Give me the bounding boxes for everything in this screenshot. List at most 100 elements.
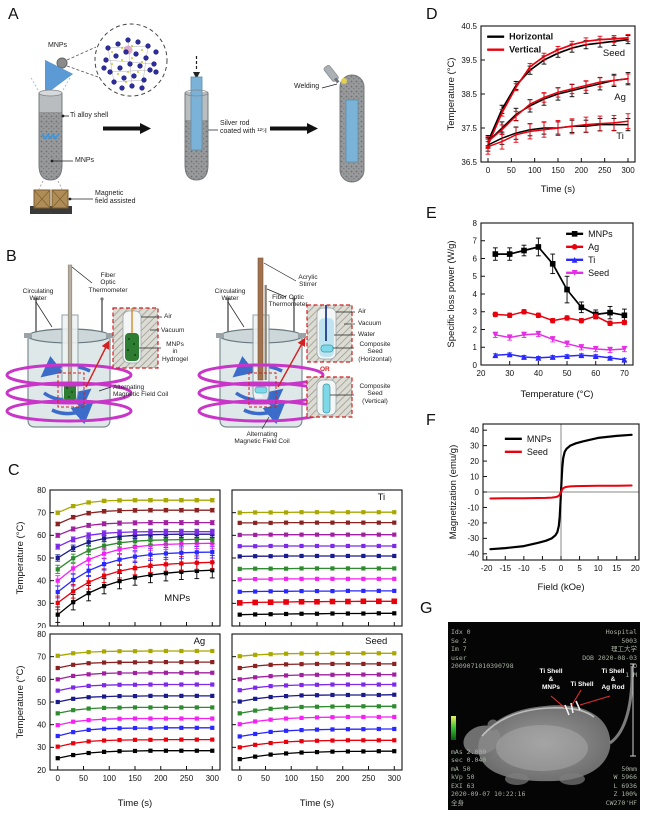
svg-text:30: 30 bbox=[37, 743, 46, 752]
panel-g-letter: G bbox=[420, 600, 433, 617]
svg-text:0: 0 bbox=[238, 774, 243, 783]
label-fiber-thermometer-left: Fiber Optic Thermometer bbox=[88, 272, 128, 294]
label-air-right: Air bbox=[358, 308, 366, 315]
label-seed-horizontal: Composite Seed (Horizontal) bbox=[358, 341, 392, 363]
label-vacuum-left: Vacuum bbox=[161, 327, 185, 334]
inset-seed-vertical bbox=[306, 376, 354, 418]
xray-annotation-ti-shell: Ti Shell bbox=[570, 681, 594, 688]
flow-arrow-icon bbox=[103, 123, 151, 134]
svg-text:4: 4 bbox=[473, 290, 478, 299]
svg-text:-20: -20 bbox=[467, 519, 479, 528]
svg-text:60: 60 bbox=[37, 531, 46, 540]
calorimeter-right bbox=[197, 257, 355, 430]
label-or: OR bbox=[320, 366, 330, 373]
label-coil-left: Alternating Magnetic Field Coil bbox=[113, 384, 169, 399]
implant-marks bbox=[564, 700, 581, 716]
svg-text:10: 10 bbox=[470, 472, 479, 481]
svg-text:300: 300 bbox=[206, 774, 220, 783]
label-acrylic-stirrer: Acrylic Stirrer bbox=[298, 274, 318, 289]
xray-overlay-top-left: Idx 0 Se 2 Im 7 user 2009071010390798 bbox=[451, 628, 514, 670]
label-magnet: Magnetic field assisted bbox=[95, 190, 136, 206]
svg-text:MNPs: MNPs bbox=[588, 229, 613, 239]
svg-text:100: 100 bbox=[528, 166, 542, 175]
xray-annotation-ti-mnps: Ti Shell & MNPs bbox=[539, 668, 563, 691]
label-water-right: Water bbox=[358, 331, 376, 338]
thermometer-rod bbox=[264, 285, 267, 380]
svg-text:8: 8 bbox=[473, 219, 478, 228]
svg-text:20: 20 bbox=[37, 766, 46, 775]
label-silver-rod: Silver rod coated with ¹²⁵I bbox=[220, 120, 267, 136]
svg-text:0: 0 bbox=[56, 774, 61, 783]
svg-text:Field (kOe): Field (kOe) bbox=[538, 582, 585, 593]
svg-text:1: 1 bbox=[473, 343, 478, 352]
mouse-silhouette bbox=[463, 665, 634, 785]
svg-text:20: 20 bbox=[631, 564, 640, 573]
svg-text:Seed: Seed bbox=[365, 636, 387, 647]
svg-text:50: 50 bbox=[37, 554, 46, 563]
panel-a-schematic bbox=[29, 23, 365, 214]
svg-text:80: 80 bbox=[37, 486, 46, 495]
svg-text:70: 70 bbox=[37, 652, 46, 661]
panel-d-letter: D bbox=[426, 6, 438, 23]
label-ti-alloy-shell: Ti alloy shell bbox=[70, 112, 109, 119]
label-seed-vertical: Composite Seed (Vertical) bbox=[359, 383, 391, 405]
chart-heating-seed: 0 50 100 150 200 250 300 Seed Time (s) bbox=[226, 628, 412, 814]
svg-text:70: 70 bbox=[620, 369, 629, 378]
welding-torch-icon bbox=[323, 64, 340, 84]
label-circulating-water-left: Circulating Water bbox=[22, 288, 54, 303]
svg-text:37.5: 37.5 bbox=[461, 124, 477, 133]
svg-text:20: 20 bbox=[477, 369, 486, 378]
field-chevrons-icon bbox=[41, 133, 60, 140]
svg-text:6: 6 bbox=[473, 254, 478, 263]
svg-text:5: 5 bbox=[577, 564, 582, 573]
mouse-tail bbox=[609, 665, 634, 745]
svg-text:Ti: Ti bbox=[378, 492, 386, 503]
svg-text:20: 20 bbox=[470, 457, 479, 466]
thermometer-rod bbox=[67, 264, 73, 386]
svg-text:Time (s): Time (s) bbox=[118, 798, 152, 809]
label-coil-right: Alternating Magnetic Field Coil bbox=[234, 431, 290, 446]
svg-text:Ag: Ag bbox=[194, 636, 206, 647]
xray-overlay-bottom-left: mAs 2.000 sec 0.040 mA 50 kVp 50 EXI 63 2020-… bbox=[451, 747, 526, 807]
svg-text:50: 50 bbox=[563, 369, 572, 378]
svg-text:Seed: Seed bbox=[603, 48, 625, 59]
svg-text:7: 7 bbox=[473, 237, 478, 246]
chart-hysteresis: -20 -15 -10 -5 0 5 10 15 20 -40 -30 -20 -10 0 10 20 30 40… bbox=[437, 416, 647, 601]
welded-capsule bbox=[323, 64, 365, 183]
splash-lines bbox=[29, 75, 72, 91]
inset-seed-horizontal bbox=[306, 304, 355, 363]
svg-text:38.5: 38.5 bbox=[461, 90, 477, 99]
panel-f-letter: F bbox=[426, 412, 436, 429]
svg-text:Temperature (°C): Temperature (°C) bbox=[15, 666, 26, 739]
svg-text:Time (s): Time (s) bbox=[541, 184, 575, 195]
svg-text:MNPs: MNPs bbox=[164, 593, 190, 604]
svg-text:200: 200 bbox=[154, 774, 168, 783]
svg-text:-20: -20 bbox=[481, 564, 493, 573]
svg-text:5: 5 bbox=[473, 272, 478, 281]
svg-text:250: 250 bbox=[598, 166, 612, 175]
label-mnps-inner: MNPs bbox=[75, 157, 95, 164]
svg-text:Magnetization (emu/g): Magnetization (emu/g) bbox=[448, 445, 459, 540]
xray-overlay-bottom-right: 50mm W 5966 L 6936 Z 100% CW270'HF bbox=[605, 764, 637, 807]
intensity-bar-icon bbox=[451, 716, 456, 740]
svg-text:MNPs: MNPs bbox=[527, 434, 552, 444]
label-mnps-drop: MNPs bbox=[48, 42, 68, 49]
label-fiber-thermometer-right: Fiber Optic Thermometer bbox=[268, 294, 308, 309]
svg-text:Temperature (°C): Temperature (°C) bbox=[446, 58, 457, 131]
svg-text:250: 250 bbox=[180, 774, 194, 783]
svg-text:200: 200 bbox=[336, 774, 350, 783]
label-welding: Welding bbox=[294, 83, 320, 90]
svg-text:-10: -10 bbox=[467, 503, 479, 512]
composite-seed bbox=[254, 386, 268, 394]
svg-text:Time (s): Time (s) bbox=[300, 798, 334, 809]
svg-text:10: 10 bbox=[594, 564, 603, 573]
svg-text:30: 30 bbox=[470, 441, 479, 450]
stirrer-rod bbox=[257, 257, 264, 381]
svg-text:300: 300 bbox=[388, 774, 402, 783]
svg-text:-15: -15 bbox=[500, 564, 512, 573]
svg-text:150: 150 bbox=[551, 166, 565, 175]
svg-text:40: 40 bbox=[470, 426, 479, 435]
xray-panel: Idx 0 Se 2 Im 7 user 2009071010390798 Hospit… bbox=[420, 598, 650, 814]
svg-text:40: 40 bbox=[37, 720, 46, 729]
svg-text:40.5: 40.5 bbox=[461, 22, 477, 31]
